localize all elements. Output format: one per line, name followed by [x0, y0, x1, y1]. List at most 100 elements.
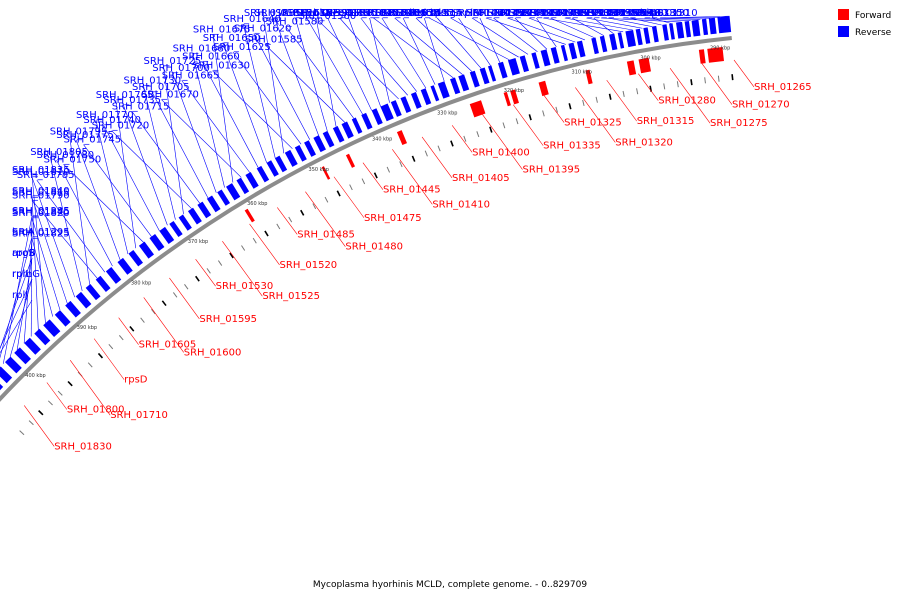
- legend-reverse-swatch: [838, 26, 849, 37]
- reverse-gene-label: SRH_01380: [566, 8, 624, 19]
- reverse-gene: [105, 267, 122, 284]
- forward-gene-label: SRH_01600: [184, 347, 242, 358]
- gc-mark: [206, 268, 211, 274]
- label-leader: [249, 223, 280, 266]
- reverse-gene: [560, 44, 569, 62]
- label-leader: [212, 70, 293, 149]
- gc-mark: [184, 284, 189, 290]
- reverse-gene-label: SRH_01620: [234, 24, 292, 35]
- reverse-gene-label: SRH_01820: [12, 208, 70, 219]
- reverse-gene: [717, 16, 732, 34]
- kbp-tick-label: 310 kbp: [572, 70, 592, 76]
- label-leader: [333, 176, 365, 218]
- reverse-gene-label: SRH_01555: [320, 8, 378, 19]
- reverse-gene-label: SRH_01415: [530, 8, 588, 19]
- reverse-gene: [159, 226, 175, 244]
- gc-mark: [19, 430, 25, 436]
- label-leader: [458, 17, 491, 66]
- reverse-gene-label: SRH_01785: [17, 170, 75, 181]
- reverse-gene-label: cbiO: [308, 8, 331, 19]
- forward-gene: [510, 89, 519, 105]
- kbp-tick-label: 350 kbp: [309, 167, 329, 173]
- label-leader: [402, 17, 436, 85]
- kbp-tick-label: 400 kbp: [25, 373, 45, 379]
- gc-mark: [264, 230, 269, 237]
- forward-gene-label: SRH_01475: [364, 213, 422, 224]
- gc-mark: [542, 110, 545, 117]
- reverse-gene-label: SRH_01460: [452, 8, 510, 19]
- gc-mark: [704, 77, 706, 84]
- reverse-gene: [635, 28, 643, 46]
- reverse-gene-label: SRH_01450: [495, 8, 553, 19]
- reverse-gene: [531, 52, 540, 69]
- reverse-gene: [643, 27, 651, 44]
- reverse-gene: [420, 88, 432, 106]
- gc-mark: [336, 190, 341, 197]
- gc-mark: [57, 390, 63, 396]
- genome-arcs: [0, 36, 732, 402]
- label-leader: [394, 17, 463, 76]
- reverse-gene-label: SRH_01345: [581, 8, 639, 19]
- label-leader: [348, 17, 381, 107]
- label-leader: [31, 238, 54, 317]
- gc-mark: [361, 178, 366, 185]
- kbp-tick-label: 340 kbp: [372, 137, 392, 143]
- reverse-gene: [0, 366, 13, 384]
- reverse-gene-label: SRH_01615: [255, 8, 313, 19]
- forward-gene-label: SRH_01265: [754, 82, 812, 93]
- reverse-gene: [469, 70, 480, 88]
- gc-mark: [312, 203, 317, 210]
- reverse-gene-label: SRH_01435: [466, 8, 524, 19]
- gc-mark: [636, 88, 639, 95]
- label-leader: [669, 68, 711, 124]
- label-leader: [222, 42, 267, 163]
- reverse-gene-label: SRH_01735: [103, 95, 161, 106]
- reverse-gene-label: SRH_01795: [50, 127, 108, 138]
- reverse-gene-label: SRH_01730: [123, 76, 181, 87]
- gc-mark: [129, 326, 135, 332]
- reverse-gene: [351, 117, 363, 134]
- reverse-gene: [322, 130, 335, 148]
- label-leader: [75, 139, 121, 261]
- reverse-gene-label: SRH_01510: [353, 8, 411, 19]
- reverse-gene-label: rpsI: [431, 8, 450, 19]
- reverse-gene-label: SRH_01285: [12, 206, 70, 217]
- kbp-tick-label: 360 kbp: [247, 201, 267, 207]
- gc-mark: [229, 252, 234, 259]
- reverse-gene-label: hrcA: [12, 227, 35, 238]
- label-leader: [485, 17, 566, 45]
- reverse-gene: [437, 81, 450, 99]
- label-leader: [360, 17, 418, 92]
- forward-gene-label: SRH_01830: [54, 441, 112, 452]
- reverse-gene: [169, 220, 183, 238]
- forward-gene: [469, 100, 486, 118]
- reverse-gene: [128, 249, 143, 267]
- label-leader: [437, 17, 482, 69]
- forward-gene-label: SRH_01595: [199, 314, 257, 325]
- gc-mark: [502, 122, 506, 129]
- reverse-gene: [591, 37, 599, 55]
- forward-gene: [321, 166, 331, 180]
- label-leader: [201, 61, 259, 168]
- reverse-gene-label: SRH_01835: [12, 165, 70, 176]
- forward-gene: [626, 60, 637, 76]
- label-leader: [294, 17, 328, 132]
- gc-mark: [108, 344, 114, 350]
- label-leader: [212, 34, 234, 183]
- label-leader: [543, 95, 565, 123]
- reverse-gene-label: SRH_01630: [192, 61, 250, 72]
- reverse-gene: [0, 383, 4, 391]
- legend-forward-label: Forward: [855, 11, 891, 21]
- gc-mark: [608, 93, 612, 100]
- reverse-gene: [390, 100, 402, 117]
- reverse-gene: [675, 21, 685, 39]
- reverse-gene-label: SRH_01580: [266, 16, 324, 27]
- reverse-gene-label: SRH_01430: [487, 8, 545, 19]
- reverse-gene: [651, 25, 659, 43]
- forward-gene-label: SRH_01530: [216, 281, 274, 292]
- label-leader: [46, 382, 68, 410]
- label-leader: [69, 360, 111, 416]
- reverse-gene: [43, 319, 61, 338]
- gc-mark: [450, 140, 454, 147]
- forward-gene: [538, 80, 549, 97]
